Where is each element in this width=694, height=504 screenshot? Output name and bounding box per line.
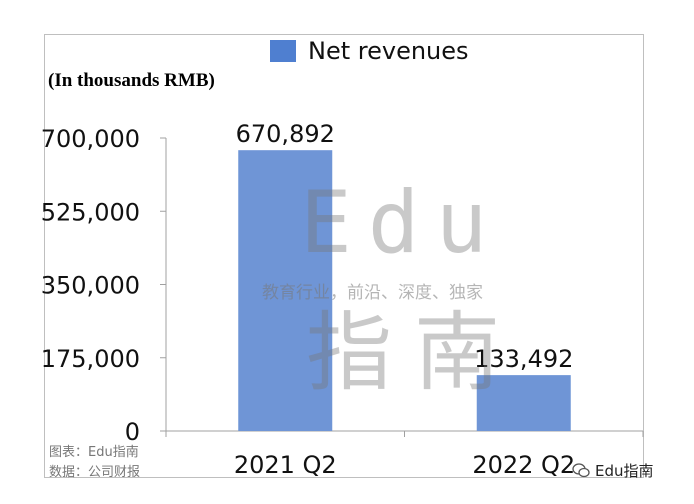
data-source-credit: 数据：公司财报 bbox=[49, 465, 141, 480]
y-axis-unit-label: (In thousands RMB) bbox=[48, 70, 215, 91]
watermark-tagline: 教育行业，前沿、深度、独家 bbox=[262, 283, 483, 303]
bar bbox=[476, 375, 571, 431]
y-tick-label: 525,000 bbox=[41, 198, 140, 226]
y-tick-label: 175,000 bbox=[41, 345, 140, 373]
chart-frame bbox=[44, 34, 644, 478]
x-tick-label: 2021 Q2 bbox=[234, 451, 337, 479]
legend: Net revenues bbox=[270, 36, 469, 66]
chart-credit: 图表：Edu指南 bbox=[49, 445, 139, 460]
legend-swatch bbox=[270, 40, 296, 62]
data-label: 133,492 bbox=[474, 345, 573, 373]
brand-badge: Edu指南 bbox=[572, 460, 654, 481]
bar bbox=[238, 150, 333, 431]
legend-label: Net revenues bbox=[308, 37, 469, 65]
data-label: 670,892 bbox=[236, 120, 335, 148]
y-tick-label: 350,000 bbox=[41, 272, 140, 300]
x-tick-label: 2022 Q2 bbox=[472, 451, 575, 479]
watermark-latin: Edu bbox=[300, 173, 504, 273]
brand-label: Edu指南 bbox=[595, 462, 654, 480]
watermark-chinese: 指南 bbox=[306, 303, 522, 403]
y-tick-label: 700,000 bbox=[41, 125, 140, 153]
wechat-icon bbox=[572, 463, 590, 478]
y-tick-label: 0 bbox=[125, 418, 140, 446]
